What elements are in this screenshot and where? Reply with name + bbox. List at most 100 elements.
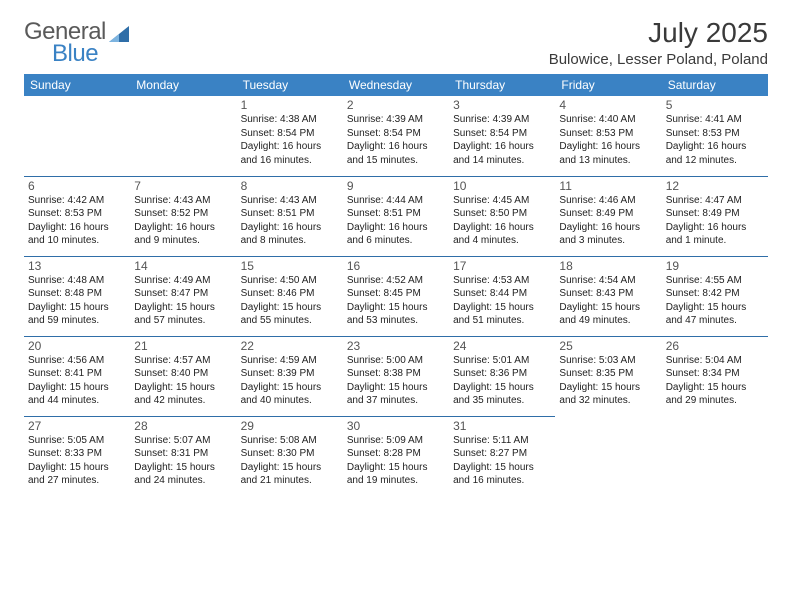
day-details: Sunrise: 5:05 AMSunset: 8:33 PMDaylight:…: [28, 434, 126, 488]
day-number: 17: [453, 259, 551, 273]
day-details: Sunrise: 4:46 AMSunset: 8:49 PMDaylight:…: [559, 194, 657, 248]
weekday-header: Saturday: [662, 74, 768, 96]
day-number: 13: [28, 259, 126, 273]
weekday-header: Thursday: [449, 74, 555, 96]
calendar-day-cell: 9Sunrise: 4:44 AMSunset: 8:51 PMDaylight…: [343, 176, 449, 256]
day-number: 27: [28, 419, 126, 433]
day-details: Sunrise: 5:08 AMSunset: 8:30 PMDaylight:…: [241, 434, 339, 488]
day-details: Sunrise: 5:01 AMSunset: 8:36 PMDaylight:…: [453, 354, 551, 408]
calendar-day-cell: 6Sunrise: 4:42 AMSunset: 8:53 PMDaylight…: [24, 176, 130, 256]
day-details: Sunrise: 4:41 AMSunset: 8:53 PMDaylight:…: [666, 113, 764, 167]
day-number: 15: [241, 259, 339, 273]
day-details: Sunrise: 4:50 AMSunset: 8:46 PMDaylight:…: [241, 274, 339, 328]
day-number: 8: [241, 179, 339, 193]
calendar-day-cell: 23Sunrise: 5:00 AMSunset: 8:38 PMDayligh…: [343, 336, 449, 416]
day-details: Sunrise: 4:43 AMSunset: 8:51 PMDaylight:…: [241, 194, 339, 248]
day-details: Sunrise: 5:11 AMSunset: 8:27 PMDaylight:…: [453, 434, 551, 488]
logo: GeneralBlue: [24, 18, 130, 68]
calendar-day-cell: 12Sunrise: 4:47 AMSunset: 8:49 PMDayligh…: [662, 176, 768, 256]
calendar-head: SundayMondayTuesdayWednesdayThursdayFrid…: [24, 74, 768, 96]
day-number: 31: [453, 419, 551, 433]
calendar-day-cell: 27Sunrise: 5:05 AMSunset: 8:33 PMDayligh…: [24, 416, 130, 496]
title-block: July 2025 Bulowice, Lesser Poland, Polan…: [549, 18, 768, 68]
day-details: Sunrise: 4:39 AMSunset: 8:54 PMDaylight:…: [453, 113, 551, 167]
calendar-day-cell: 17Sunrise: 4:53 AMSunset: 8:44 PMDayligh…: [449, 256, 555, 336]
day-details: Sunrise: 4:48 AMSunset: 8:48 PMDaylight:…: [28, 274, 126, 328]
calendar-day-cell: 20Sunrise: 4:56 AMSunset: 8:41 PMDayligh…: [24, 336, 130, 416]
calendar-day-cell: 15Sunrise: 4:50 AMSunset: 8:46 PMDayligh…: [237, 256, 343, 336]
weekday-header: Sunday: [24, 74, 130, 96]
day-number: 24: [453, 339, 551, 353]
day-number: 19: [666, 259, 764, 273]
header: GeneralBlue July 2025 Bulowice, Lesser P…: [24, 18, 768, 68]
day-number: 30: [347, 419, 445, 433]
day-details: Sunrise: 4:57 AMSunset: 8:40 PMDaylight:…: [134, 354, 232, 408]
day-number: 26: [666, 339, 764, 353]
day-details: Sunrise: 5:04 AMSunset: 8:34 PMDaylight:…: [666, 354, 764, 408]
day-details: Sunrise: 5:03 AMSunset: 8:35 PMDaylight:…: [559, 354, 657, 408]
day-details: Sunrise: 4:49 AMSunset: 8:47 PMDaylight:…: [134, 274, 232, 328]
calendar-day-cell: 4Sunrise: 4:40 AMSunset: 8:53 PMDaylight…: [555, 96, 661, 176]
day-number: 4: [559, 98, 657, 112]
calendar-week-row: 20Sunrise: 4:56 AMSunset: 8:41 PMDayligh…: [24, 336, 768, 416]
calendar-week-row: 6Sunrise: 4:42 AMSunset: 8:53 PMDaylight…: [24, 176, 768, 256]
calendar-day-cell: 31Sunrise: 5:11 AMSunset: 8:27 PMDayligh…: [449, 416, 555, 496]
day-number: 21: [134, 339, 232, 353]
day-number: 6: [28, 179, 126, 193]
calendar-day-cell: 14Sunrise: 4:49 AMSunset: 8:47 PMDayligh…: [130, 256, 236, 336]
day-details: Sunrise: 4:47 AMSunset: 8:49 PMDaylight:…: [666, 194, 764, 248]
calendar-day-cell: 22Sunrise: 4:59 AMSunset: 8:39 PMDayligh…: [237, 336, 343, 416]
day-details: Sunrise: 4:44 AMSunset: 8:51 PMDaylight:…: [347, 194, 445, 248]
weekday-header: Monday: [130, 74, 236, 96]
calendar-day-cell: 18Sunrise: 4:54 AMSunset: 8:43 PMDayligh…: [555, 256, 661, 336]
day-number: 1: [241, 98, 339, 112]
calendar-body: 1Sunrise: 4:38 AMSunset: 8:54 PMDaylight…: [24, 96, 768, 496]
day-number: 7: [134, 179, 232, 193]
day-number: 12: [666, 179, 764, 193]
calendar-day-cell: [555, 416, 661, 496]
calendar-day-cell: 1Sunrise: 4:38 AMSunset: 8:54 PMDaylight…: [237, 96, 343, 176]
day-details: Sunrise: 5:09 AMSunset: 8:28 PMDaylight:…: [347, 434, 445, 488]
day-details: Sunrise: 4:42 AMSunset: 8:53 PMDaylight:…: [28, 194, 126, 248]
calendar-day-cell: 24Sunrise: 5:01 AMSunset: 8:36 PMDayligh…: [449, 336, 555, 416]
calendar-day-cell: [662, 416, 768, 496]
calendar-day-cell: 26Sunrise: 5:04 AMSunset: 8:34 PMDayligh…: [662, 336, 768, 416]
day-number: 25: [559, 339, 657, 353]
weekday-header: Friday: [555, 74, 661, 96]
calendar-day-cell: 2Sunrise: 4:39 AMSunset: 8:54 PMDaylight…: [343, 96, 449, 176]
calendar-day-cell: 30Sunrise: 5:09 AMSunset: 8:28 PMDayligh…: [343, 416, 449, 496]
calendar-day-cell: [24, 96, 130, 176]
day-number: 20: [28, 339, 126, 353]
weekday-header: Wednesday: [343, 74, 449, 96]
day-number: 16: [347, 259, 445, 273]
calendar-day-cell: 3Sunrise: 4:39 AMSunset: 8:54 PMDaylight…: [449, 96, 555, 176]
calendar-table: SundayMondayTuesdayWednesdayThursdayFrid…: [24, 74, 768, 496]
day-details: Sunrise: 4:59 AMSunset: 8:39 PMDaylight:…: [241, 354, 339, 408]
day-details: Sunrise: 4:55 AMSunset: 8:42 PMDaylight:…: [666, 274, 764, 328]
calendar-day-cell: 21Sunrise: 4:57 AMSunset: 8:40 PMDayligh…: [130, 336, 236, 416]
day-number: 10: [453, 179, 551, 193]
day-number: 28: [134, 419, 232, 433]
day-details: Sunrise: 4:40 AMSunset: 8:53 PMDaylight:…: [559, 113, 657, 167]
calendar-day-cell: [130, 96, 236, 176]
day-details: Sunrise: 4:54 AMSunset: 8:43 PMDaylight:…: [559, 274, 657, 328]
day-details: Sunrise: 4:39 AMSunset: 8:54 PMDaylight:…: [347, 113, 445, 167]
day-details: Sunrise: 4:53 AMSunset: 8:44 PMDaylight:…: [453, 274, 551, 328]
day-details: Sunrise: 4:56 AMSunset: 8:41 PMDaylight:…: [28, 354, 126, 408]
day-number: 9: [347, 179, 445, 193]
day-number: 22: [241, 339, 339, 353]
day-details: Sunrise: 4:38 AMSunset: 8:54 PMDaylight:…: [241, 113, 339, 167]
logo-triangle-icon: [108, 26, 130, 42]
calendar-week-row: 13Sunrise: 4:48 AMSunset: 8:48 PMDayligh…: [24, 256, 768, 336]
logo-text-second: Blue: [52, 40, 130, 68]
day-details: Sunrise: 4:43 AMSunset: 8:52 PMDaylight:…: [134, 194, 232, 248]
day-details: Sunrise: 5:07 AMSunset: 8:31 PMDaylight:…: [134, 434, 232, 488]
calendar-day-cell: 10Sunrise: 4:45 AMSunset: 8:50 PMDayligh…: [449, 176, 555, 256]
calendar-week-row: 27Sunrise: 5:05 AMSunset: 8:33 PMDayligh…: [24, 416, 768, 496]
calendar-day-cell: 19Sunrise: 4:55 AMSunset: 8:42 PMDayligh…: [662, 256, 768, 336]
calendar-day-cell: 16Sunrise: 4:52 AMSunset: 8:45 PMDayligh…: [343, 256, 449, 336]
calendar-day-cell: 8Sunrise: 4:43 AMSunset: 8:51 PMDaylight…: [237, 176, 343, 256]
calendar-day-cell: 5Sunrise: 4:41 AMSunset: 8:53 PMDaylight…: [662, 96, 768, 176]
day-number: 11: [559, 179, 657, 193]
calendar-day-cell: 13Sunrise: 4:48 AMSunset: 8:48 PMDayligh…: [24, 256, 130, 336]
